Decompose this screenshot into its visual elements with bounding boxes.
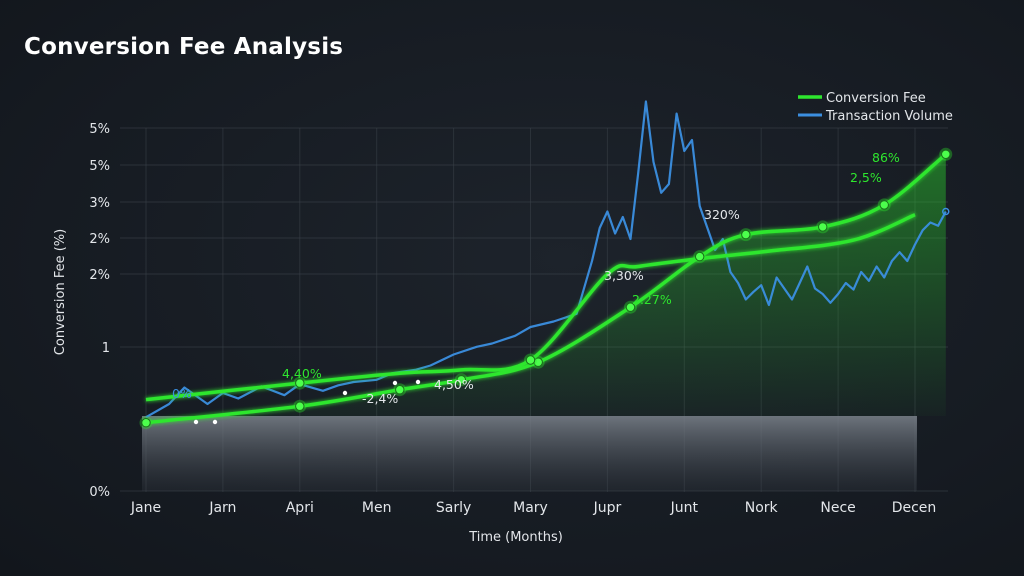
y-tick-label: 2% (89, 232, 110, 247)
volume-point (212, 419, 218, 425)
x-tick-label: Apri (286, 500, 314, 516)
volume-point (342, 390, 348, 396)
conversion-fee-line (145, 152, 947, 425)
annotation-label: 4,50% (434, 377, 474, 392)
x-tick-label: Sarly (436, 500, 471, 516)
conversion-fee-point (139, 416, 153, 430)
x-tick-label: Nork (745, 500, 779, 516)
x-tick-label: Nece (820, 500, 855, 516)
x-tick-label: Junt (670, 500, 699, 516)
annotation-label: 2.27% (632, 292, 672, 307)
y-tick-label: 5% (89, 159, 110, 174)
volume-point (392, 380, 398, 386)
annotation-label: 4,40% (282, 366, 322, 381)
conversion-fee-point (293, 399, 307, 413)
legend: Conversion Fee Transaction Volume (798, 91, 953, 124)
annotation-label: 0% (172, 386, 192, 401)
x-tick-label: Jane (130, 500, 161, 516)
x-axis-title: Time (Months) (468, 530, 563, 545)
conversion-fee-point (739, 228, 753, 242)
annotation-label: 3,30% (604, 268, 644, 283)
conversion-fee-area (146, 154, 946, 423)
y-tick-label: 2% (89, 268, 110, 283)
x-tick-label: Jupr (593, 500, 622, 516)
y-axis-title: Conversion Fee (%) (53, 229, 68, 355)
volume-point (193, 419, 199, 425)
volume-end-point (942, 207, 950, 216)
annotation-label: 2,5% (850, 170, 882, 185)
conversion-fee-point (623, 300, 637, 314)
x-tick-label: Men (362, 500, 392, 516)
conversion-fee-upper-line (145, 213, 916, 402)
y-tick-label: 0% (89, 485, 110, 500)
transaction-volume-line (145, 100, 947, 419)
conversion-fee-upper-point (524, 353, 537, 367)
y-tick-label: 3% (89, 196, 110, 211)
chart-title: Conversion Fee Analysis (24, 34, 344, 60)
annotation-label: 86% (872, 150, 900, 165)
conversion-fee-point (693, 250, 707, 264)
conversion-fee-point (393, 383, 407, 397)
conversion-fee-point (939, 147, 953, 161)
conversion-fee-point (454, 373, 468, 387)
annotation-label: -2,4% (362, 391, 398, 406)
legend-label-transaction-volume: Transaction Volume (825, 109, 953, 124)
x-tick-label: Mary (513, 500, 548, 516)
y-tick-label: 1 (102, 341, 110, 356)
annotation-label: 320% (704, 207, 740, 222)
conversion-fee-point (877, 198, 891, 212)
conversion-fee-upper-point (293, 376, 307, 390)
y-tick-label: 5% (89, 122, 110, 137)
volume-point (415, 379, 421, 385)
conversion-fee-point (816, 220, 830, 234)
legend-label-conversion-fee: Conversion Fee (826, 91, 926, 106)
x-tick-label: Decen (892, 500, 937, 516)
baseline-band (142, 416, 917, 491)
x-tick-label: Jarn (208, 500, 236, 516)
